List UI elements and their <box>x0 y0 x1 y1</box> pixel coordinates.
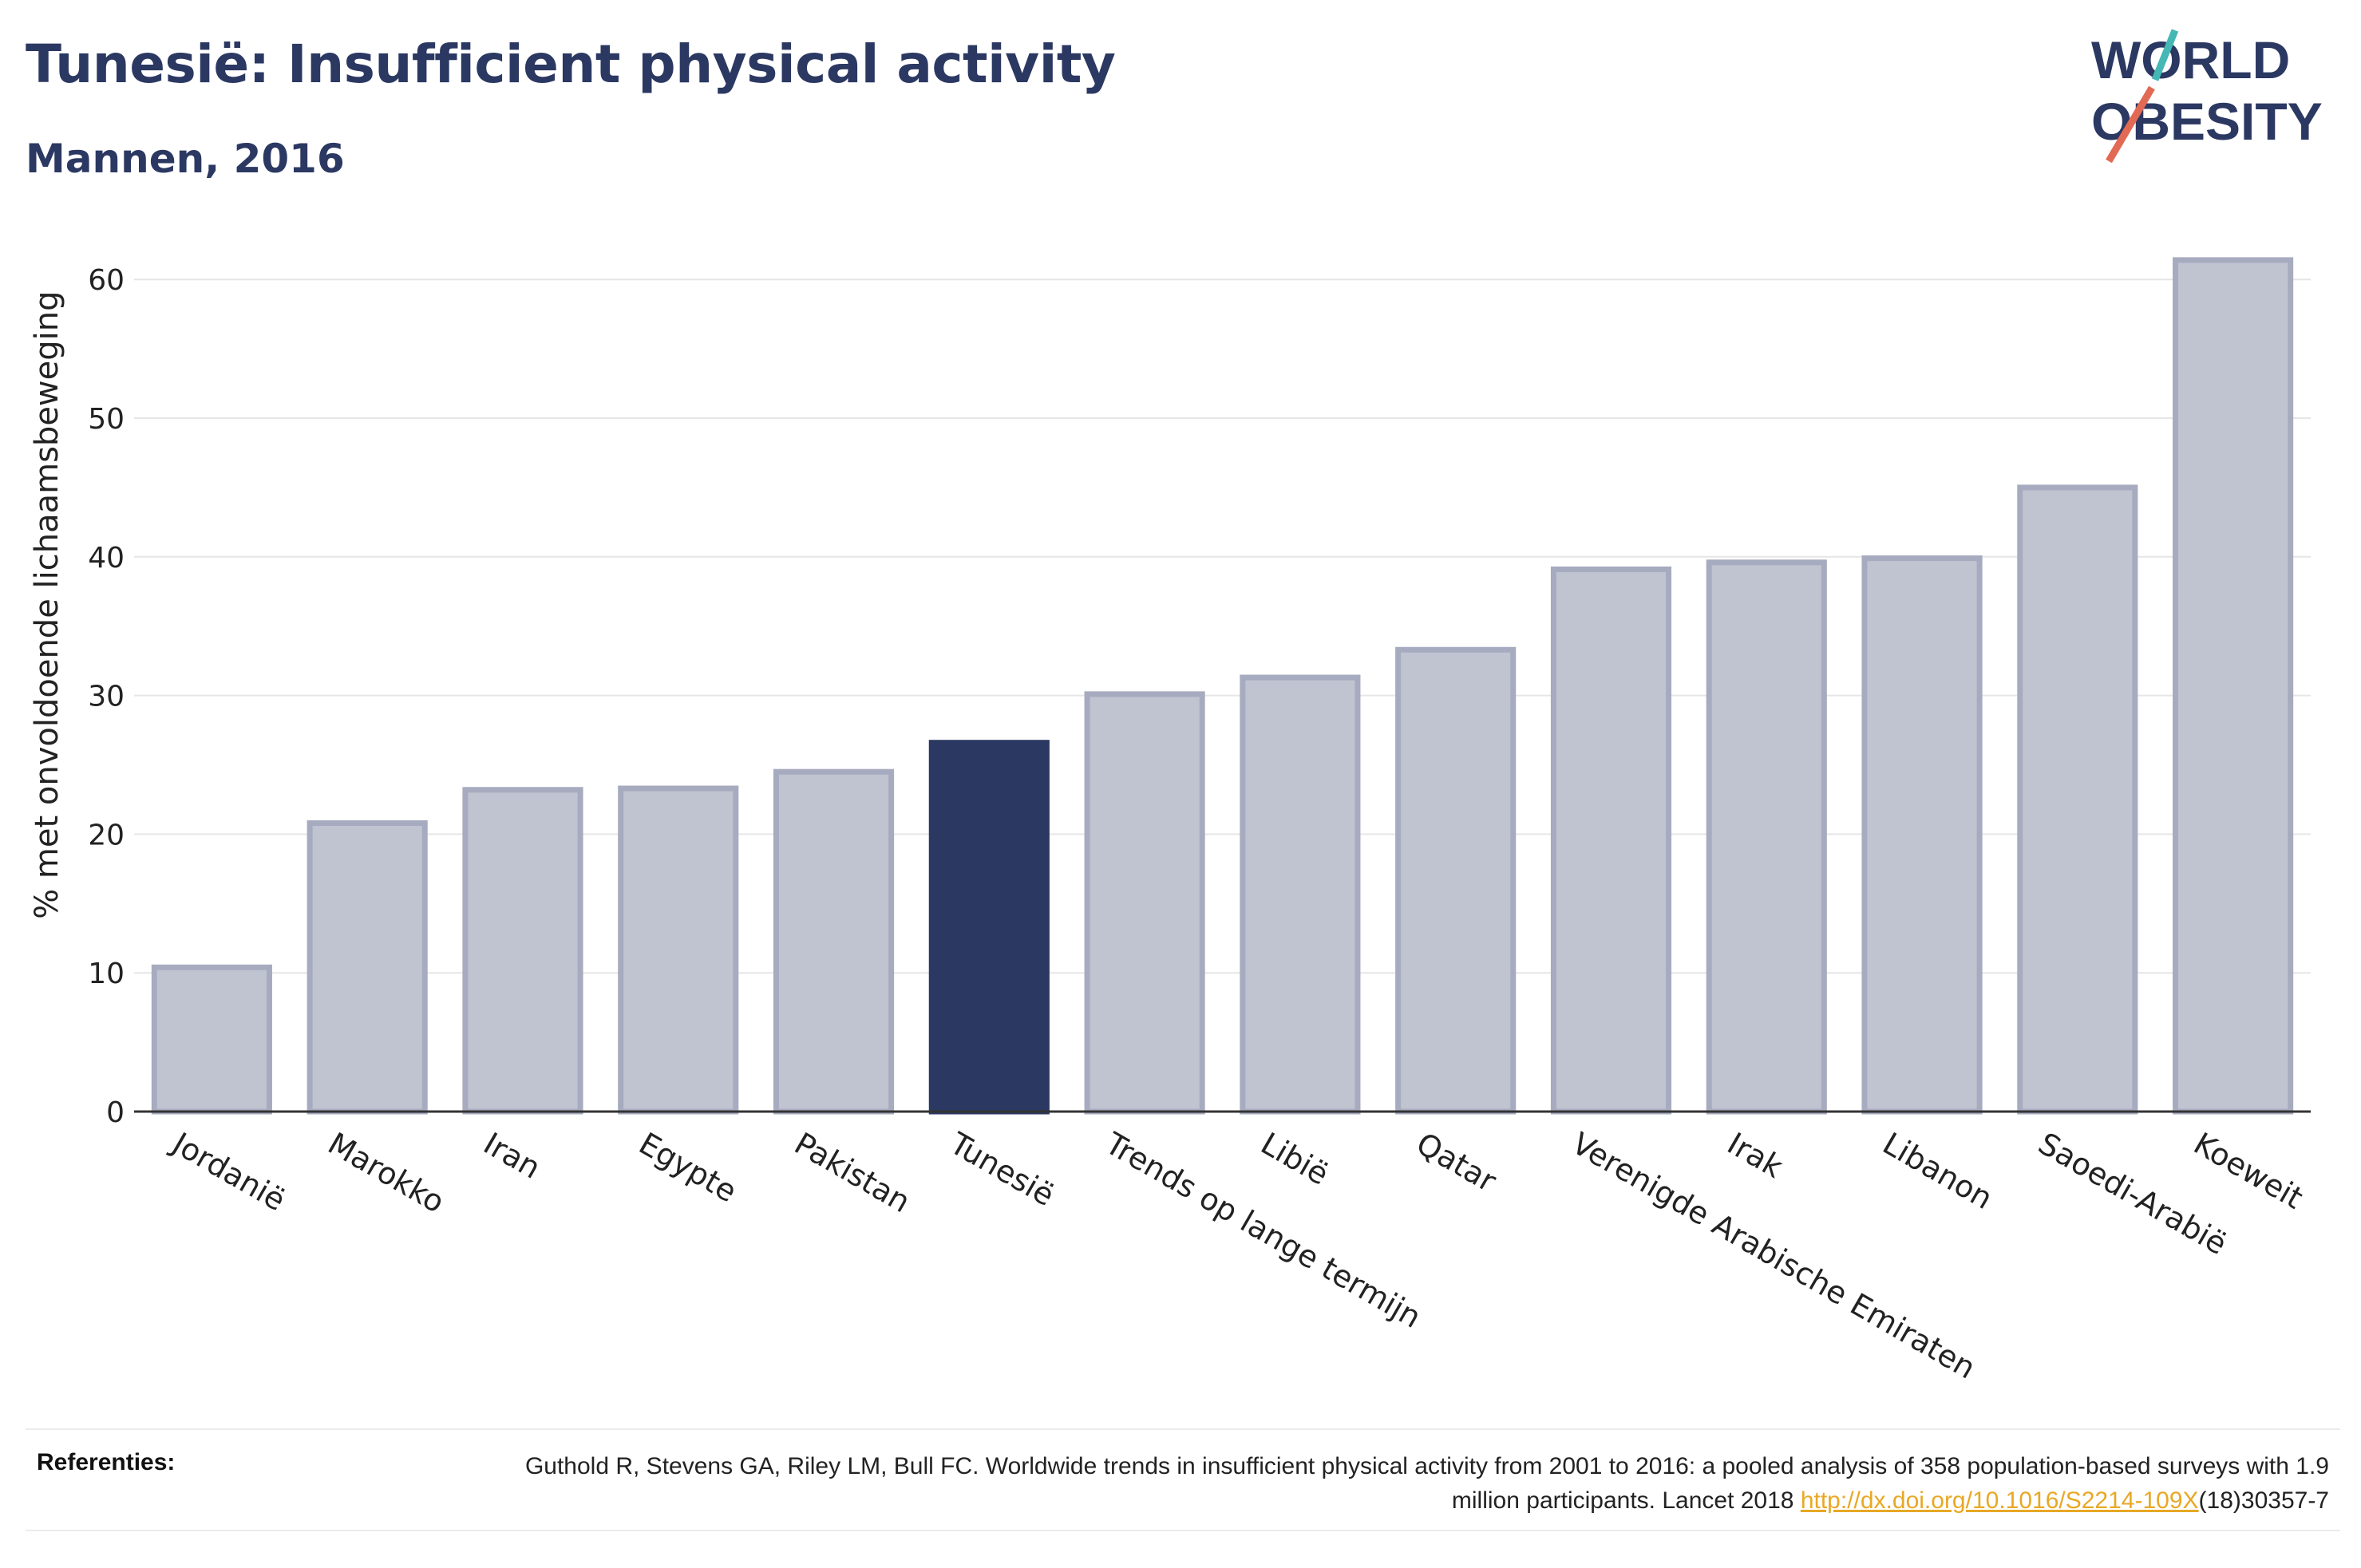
x-tick-label: Qatar <box>1410 1126 1502 1199</box>
bar <box>773 768 895 1115</box>
bar <box>306 820 428 1115</box>
reference-citation: Guthold R, Stevens GA, Riley LM, Bull FC… <box>524 1453 2329 1514</box>
bar <box>1861 555 1983 1115</box>
bar <box>462 787 583 1115</box>
x-tick-label: Pakistan <box>789 1126 916 1220</box>
references-footer: Referenties: Guthold R, Stevens GA, Rile… <box>26 1428 2340 1531</box>
y-tick-label: 30 <box>88 681 125 713</box>
x-tick-label: Koeweit <box>2188 1126 2309 1216</box>
bar <box>1550 566 1672 1115</box>
x-tick-label: Libië <box>1255 1126 1335 1192</box>
x-tick-label: Irak <box>1722 1126 1789 1185</box>
bar <box>151 964 272 1115</box>
x-tick-label: Jordanië <box>165 1125 291 1218</box>
y-tick-label: 50 <box>88 403 125 436</box>
y-axis-label: % met onvoldoende lichaamsbeweging <box>29 291 65 919</box>
chart-subtitle: Mannen, 2016 <box>26 136 345 182</box>
bar <box>1706 559 1827 1115</box>
reference-suffix: (18)30357-7 <box>2198 1487 2329 1514</box>
x-tick-label: Marokko <box>322 1126 451 1220</box>
logo-slash-bottom <box>2106 85 2155 164</box>
bar-chart: 0 10 20 30 40 50 60 % met onvoldoende lichaamsb… <box>29 257 2311 1386</box>
bar <box>1395 646 1517 1115</box>
y-tick-label: 20 <box>88 819 125 851</box>
logo-word-1: WORLD <box>2091 30 2290 89</box>
y-tick-label: 40 <box>88 542 125 575</box>
bar <box>928 740 1050 1115</box>
chart-title: Tunesië: Insufficient physical activity <box>26 34 1116 95</box>
logo-slash-top <box>2151 29 2179 81</box>
y-tick-label: 10 <box>88 958 125 990</box>
bar <box>1084 691 1205 1115</box>
x-tick-label: Egypte <box>633 1126 742 1210</box>
bar <box>618 785 739 1115</box>
bar <box>2173 257 2294 1115</box>
references-text: Guthold R, Stevens GA, Riley LM, Bull FC… <box>493 1449 2329 1518</box>
x-tick-label: Tunesië <box>943 1125 1060 1213</box>
bar <box>2017 484 2138 1115</box>
y-tick-label: 0 <box>106 1096 125 1129</box>
references-label: Referenties: <box>37 1449 176 1475</box>
world-obesity-logo: WORLD OBESITY <box>2091 29 2323 164</box>
bar <box>1240 674 1361 1115</box>
x-tick-label: Iran <box>477 1126 546 1186</box>
y-tick-label: 60 <box>88 264 125 297</box>
x-tick-label: Libanon <box>1877 1126 1999 1216</box>
reference-doi-link[interactable]: http://dx.doi.org/10.1016/S2214-109X <box>1800 1487 2199 1514</box>
